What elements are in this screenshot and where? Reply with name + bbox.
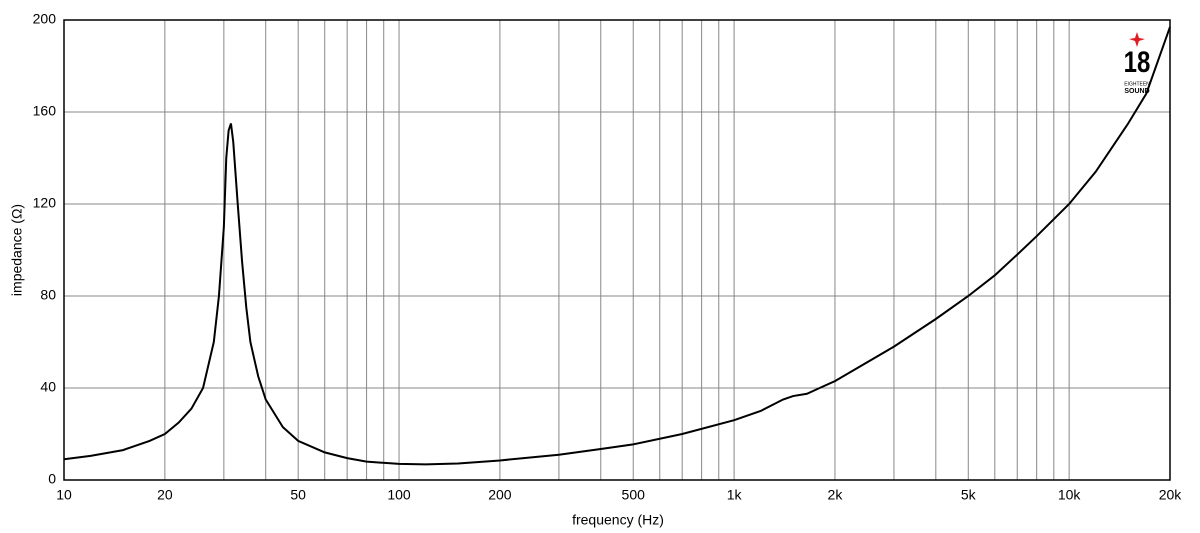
logo-number: 18 [1124, 44, 1151, 78]
y-tick-label: 0 [48, 471, 56, 487]
x-tick-label: 100 [387, 487, 411, 503]
x-tick-label: 2k [828, 487, 844, 503]
x-tick-label: 20k [1159, 487, 1183, 503]
y-tick-label: 200 [33, 11, 57, 27]
x-tick-label: 10k [1058, 487, 1082, 503]
x-tick-label: 50 [290, 487, 306, 503]
y-tick-label: 80 [40, 287, 56, 303]
x-tick-label: 200 [488, 487, 512, 503]
y-tick-label: 40 [40, 379, 56, 395]
logo: 18 EIGHTEEN SOUND [1124, 32, 1151, 95]
x-tick-label: 10 [56, 487, 72, 503]
x-tick-label: 20 [157, 487, 173, 503]
logo-line1: EIGHTEEN [1124, 81, 1150, 87]
y-axis-label: impedance (Ω) [9, 204, 25, 296]
x-tick-label: 5k [961, 487, 977, 503]
impedance-line [63, 26, 1171, 466]
plot-frame [63, 19, 1171, 481]
y-tick-label: 120 [33, 195, 57, 211]
y-tick-label: 160 [33, 103, 57, 119]
x-tick-label: 1k [727, 487, 743, 503]
logo-line2: SOUND [1124, 88, 1149, 95]
x-axis-label: frequency (Hz) [572, 512, 664, 528]
x-tick-label: 500 [622, 487, 646, 503]
logo-star [1129, 32, 1145, 47]
